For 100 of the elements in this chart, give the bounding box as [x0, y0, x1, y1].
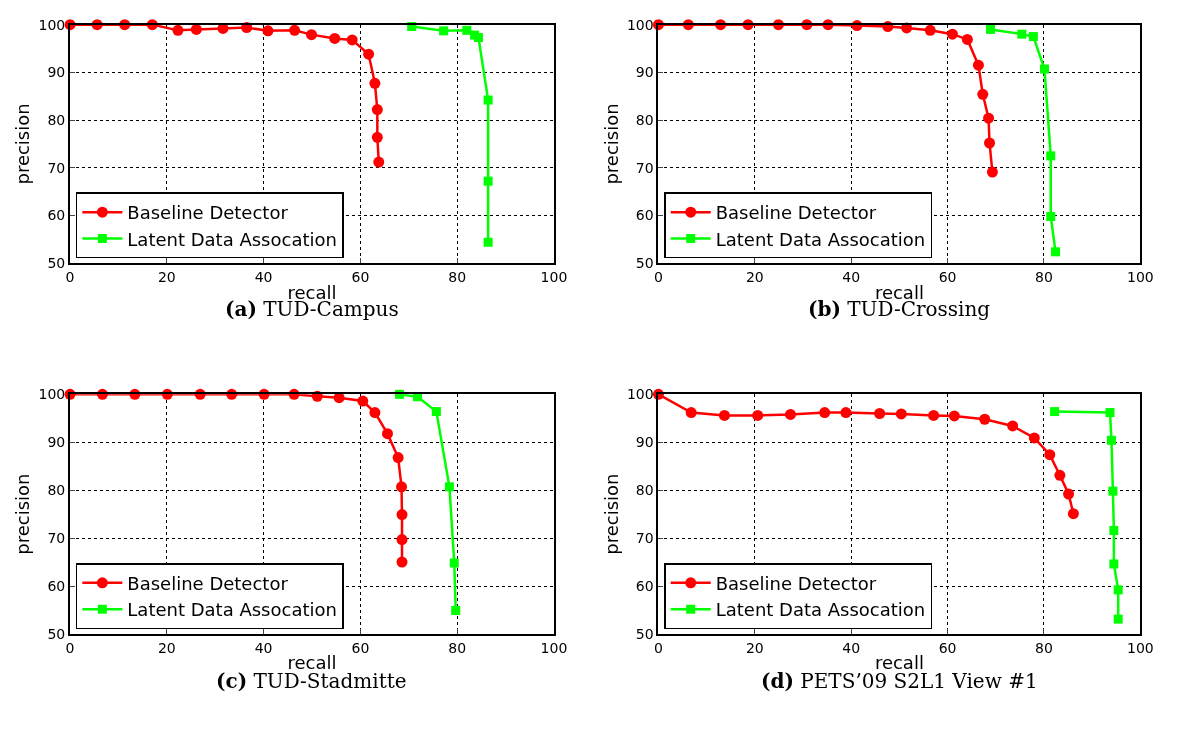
x-tick-label: 60	[938, 269, 957, 286]
point	[948, 410, 960, 422]
point	[371, 131, 383, 143]
legend-label: Latent Data Assocation	[715, 599, 926, 621]
point	[977, 88, 989, 100]
point	[972, 59, 984, 71]
x-tick-label: 20	[157, 639, 176, 656]
point	[1046, 151, 1056, 161]
y-tick-label: 50	[47, 255, 66, 272]
point	[1039, 64, 1049, 74]
point	[392, 452, 404, 464]
x-tick-label: 20	[745, 269, 764, 286]
point	[1113, 585, 1123, 595]
legend-label: Baseline Detector	[715, 572, 877, 594]
point	[369, 407, 381, 419]
point	[1044, 449, 1056, 461]
point	[985, 24, 995, 34]
y-tick-label: 50	[635, 255, 654, 272]
y-tick-label: 60	[635, 577, 654, 594]
x-tick-label: 80	[448, 269, 467, 286]
y-tick-label: 90	[635, 434, 654, 451]
point	[784, 408, 796, 420]
legend-label: Baseline Detector	[715, 202, 877, 224]
y-tick-label: 60	[47, 577, 66, 594]
point	[1007, 420, 1019, 432]
point	[396, 509, 408, 521]
point	[1109, 559, 1119, 569]
y-tick-label: 70	[47, 159, 66, 176]
y-tick-label: 60	[635, 207, 654, 224]
point	[1046, 212, 1056, 221]
y-axis-title: precision	[12, 103, 34, 185]
y-tick-label: 60	[47, 207, 66, 224]
x-tick-label: 60	[351, 639, 370, 656]
y-tick-label: 100	[626, 386, 654, 403]
y-tick-label: 80	[47, 111, 66, 128]
x-tick-label: 80	[1035, 639, 1053, 656]
point	[895, 408, 907, 420]
y-tick-label: 50	[47, 625, 66, 642]
x-tick-label: 0	[653, 639, 663, 656]
point	[1028, 32, 1038, 42]
point	[371, 104, 383, 116]
x-tick-label: 0	[653, 269, 663, 286]
point	[1017, 29, 1027, 39]
x-tick-label: 0	[65, 639, 75, 656]
y-axis-title: precision	[600, 473, 622, 555]
point	[874, 408, 886, 419]
point	[685, 407, 697, 419]
y-axis-title: precision	[600, 103, 622, 185]
x-tick-label: 40	[254, 269, 273, 286]
x-tick-label: 0	[65, 269, 75, 286]
point	[1113, 614, 1123, 624]
x-tick-label: 60	[351, 269, 370, 286]
point	[983, 112, 995, 124]
point	[1054, 469, 1066, 481]
point	[306, 29, 318, 41]
point	[451, 605, 461, 615]
x-tick-label: 60	[938, 639, 957, 656]
point	[1108, 486, 1118, 496]
point	[1106, 435, 1116, 445]
point	[986, 166, 998, 178]
y-axis-title: precision	[12, 473, 34, 555]
point	[1105, 408, 1115, 418]
x-tick-label: 100	[1127, 639, 1154, 656]
point	[396, 481, 408, 493]
point	[819, 407, 831, 419]
x-tick-label: 100	[1127, 269, 1154, 286]
point	[289, 24, 301, 36]
legend-label: Baseline Detector	[127, 202, 289, 224]
y-tick-label: 80	[635, 482, 654, 499]
point	[462, 25, 472, 35]
point	[1063, 488, 1075, 500]
point	[444, 482, 454, 492]
point	[1050, 407, 1060, 417]
point	[752, 409, 764, 421]
x-tick-label: 40	[254, 639, 273, 656]
point	[946, 28, 958, 40]
x-tick-label: 40	[842, 269, 861, 286]
point	[1109, 525, 1119, 535]
point	[840, 407, 852, 419]
point	[172, 24, 184, 36]
x-tick-label: 80	[448, 639, 467, 656]
point	[1067, 508, 1079, 520]
y-tick-label: 70	[47, 530, 66, 546]
point	[483, 95, 493, 105]
legend-label: Baseline Detector	[127, 572, 289, 594]
y-tick-label: 90	[635, 64, 654, 81]
point	[928, 409, 940, 421]
point	[369, 77, 381, 89]
point	[363, 48, 375, 60]
y-tick-label: 50	[635, 625, 654, 642]
point	[1028, 432, 1040, 444]
y-tick-label: 100	[626, 16, 654, 33]
point	[439, 26, 449, 36]
point	[483, 237, 493, 247]
x-tick-label: 20	[157, 269, 176, 286]
y-tick-label: 90	[47, 434, 66, 451]
y-tick-label: 80	[47, 482, 66, 499]
point	[357, 395, 369, 407]
legend-label: Latent Data Assocation	[127, 599, 337, 621]
x-tick-label: 100	[540, 639, 568, 656]
